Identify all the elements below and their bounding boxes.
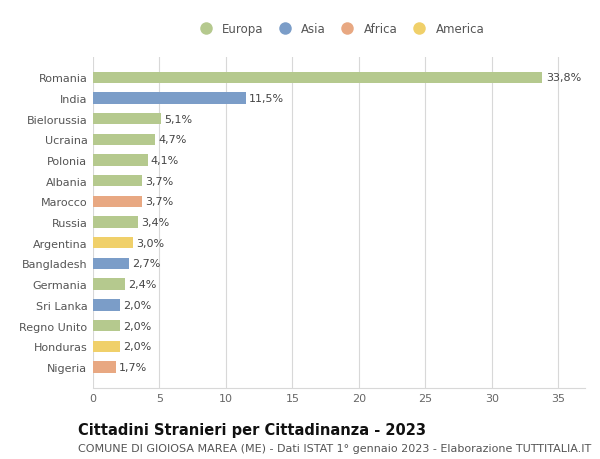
Bar bbox=[93, 217, 138, 228]
Bar bbox=[93, 258, 129, 269]
Bar bbox=[93, 73, 542, 84]
Text: 2,0%: 2,0% bbox=[123, 321, 151, 331]
Text: Cittadini Stranieri per Cittadinanza - 2023: Cittadini Stranieri per Cittadinanza - 2… bbox=[78, 422, 426, 437]
Bar bbox=[93, 155, 148, 166]
Bar bbox=[93, 238, 133, 249]
Text: 2,4%: 2,4% bbox=[128, 280, 157, 290]
Bar bbox=[93, 320, 119, 331]
Text: 4,1%: 4,1% bbox=[151, 156, 179, 166]
Bar bbox=[93, 341, 119, 352]
Bar bbox=[93, 93, 246, 104]
Text: 2,0%: 2,0% bbox=[123, 341, 151, 352]
Text: 3,7%: 3,7% bbox=[146, 176, 174, 186]
Bar bbox=[93, 362, 116, 373]
Text: 33,8%: 33,8% bbox=[546, 73, 581, 83]
Bar bbox=[93, 176, 142, 187]
Text: 5,1%: 5,1% bbox=[164, 114, 192, 124]
Text: 2,0%: 2,0% bbox=[123, 300, 151, 310]
Bar bbox=[93, 134, 155, 146]
Text: 3,0%: 3,0% bbox=[136, 238, 164, 248]
Text: 1,7%: 1,7% bbox=[119, 362, 147, 372]
Text: 3,7%: 3,7% bbox=[146, 197, 174, 207]
Text: 4,7%: 4,7% bbox=[159, 135, 187, 145]
Text: 3,4%: 3,4% bbox=[142, 218, 170, 228]
Text: 11,5%: 11,5% bbox=[249, 94, 284, 104]
Bar bbox=[93, 279, 125, 290]
Legend: Europa, Asia, Africa, America: Europa, Asia, Africa, America bbox=[191, 20, 487, 38]
Bar bbox=[93, 300, 119, 311]
Bar bbox=[93, 114, 161, 125]
Bar bbox=[93, 196, 142, 207]
Text: COMUNE DI GIOIOSA MAREA (ME) - Dati ISTAT 1° gennaio 2023 - Elaborazione TUTTITA: COMUNE DI GIOIOSA MAREA (ME) - Dati ISTA… bbox=[78, 443, 591, 453]
Text: 2,7%: 2,7% bbox=[132, 259, 161, 269]
